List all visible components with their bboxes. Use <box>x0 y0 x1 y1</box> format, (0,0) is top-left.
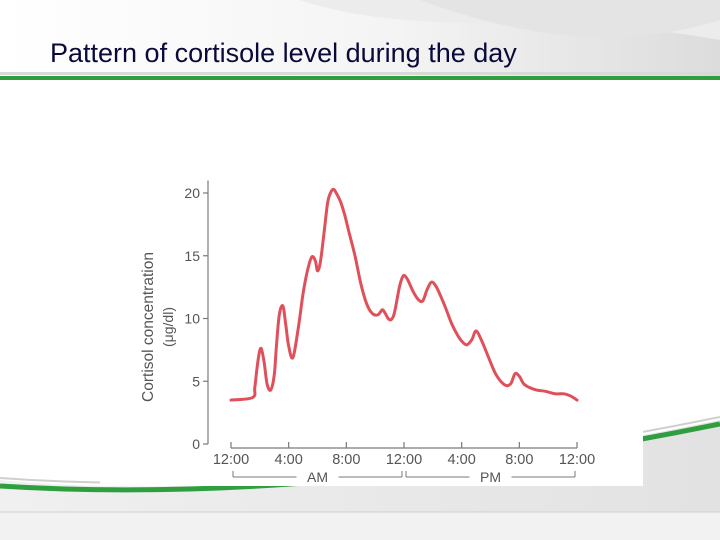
x-tick-label: 4:00 <box>275 452 303 468</box>
y-tick-label: 20 <box>184 185 200 201</box>
x-tick-label: 12:00 <box>386 452 422 468</box>
y-tick-label: 5 <box>192 373 200 389</box>
y-axis-unit-label: (μg/dl) <box>160 307 176 347</box>
period-label: AM <box>307 469 328 485</box>
period-label: PM <box>480 469 501 485</box>
cortisol-curve-line <box>229 187 579 402</box>
y-tick-label: 15 <box>184 248 200 264</box>
x-tick-label: 4:00 <box>448 452 476 468</box>
slide-title: Pattern of cortisole level during the da… <box>50 38 517 68</box>
title-underline-gray <box>0 72 720 75</box>
top-header-swoosh <box>0 0 720 80</box>
x-tick-label: 12:00 <box>559 452 595 468</box>
y-tick-label: 0 <box>192 436 200 452</box>
y-axis-label: Cortisol concentration <box>140 252 157 402</box>
series-layer <box>229 187 579 402</box>
chart-panel: 0 5 10 15 20 12:00 4:00 8:00 12:00 4:00 8:00 12:00 A… <box>100 160 643 486</box>
x-tick-label: 8:00 <box>332 452 360 468</box>
axes: 0 5 10 15 20 12:00 4:00 8:00 12:00 4:00 8:00 12:00 A… <box>184 180 595 485</box>
x-tick-label: 12:00 <box>213 452 249 468</box>
title-underline-green <box>0 76 720 80</box>
cortisol-line-chart: 0 5 10 15 20 12:00 4:00 8:00 12:00 4:00 8:00 12:00 A… <box>140 180 595 485</box>
x-tick-label: 8:00 <box>505 452 533 468</box>
y-tick-label: 10 <box>184 311 200 327</box>
